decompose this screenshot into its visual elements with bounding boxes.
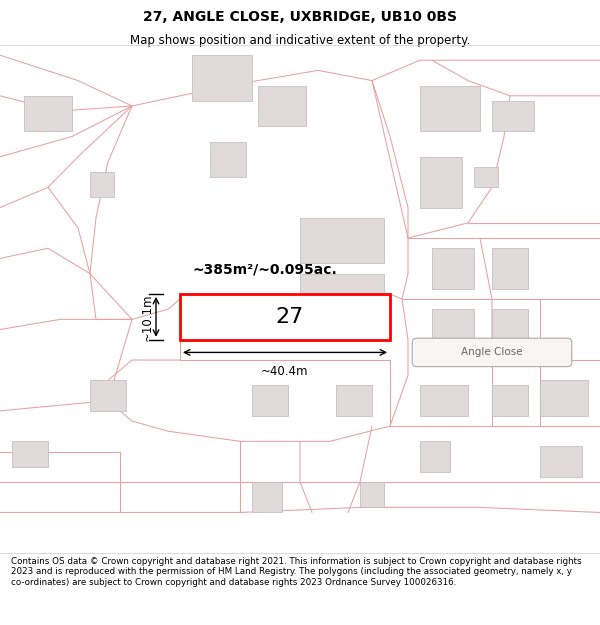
Bar bbox=[432, 248, 474, 289]
FancyBboxPatch shape bbox=[412, 338, 572, 367]
Text: Map shows position and indicative extent of the property.: Map shows position and indicative extent… bbox=[130, 34, 470, 47]
Bar bbox=[252, 482, 282, 512]
Text: Contains OS data © Crown copyright and database right 2021. This information is : Contains OS data © Crown copyright and d… bbox=[11, 557, 581, 586]
Bar bbox=[492, 309, 528, 350]
Bar bbox=[432, 309, 474, 350]
Bar bbox=[12, 441, 48, 467]
Bar bbox=[180, 294, 390, 340]
Bar bbox=[192, 55, 252, 101]
Bar bbox=[252, 386, 288, 416]
Text: 27, ANGLE CLOSE, UXBRIDGE, UB10 0BS: 27, ANGLE CLOSE, UXBRIDGE, UB10 0BS bbox=[143, 10, 457, 24]
Text: ~40.4m: ~40.4m bbox=[261, 365, 309, 378]
Bar bbox=[258, 86, 306, 126]
Text: Angle Close: Angle Close bbox=[461, 348, 523, 358]
Bar bbox=[90, 172, 114, 198]
Bar bbox=[420, 386, 468, 416]
Bar bbox=[300, 217, 384, 264]
Bar bbox=[360, 482, 384, 508]
Bar bbox=[492, 248, 528, 289]
Bar bbox=[492, 386, 528, 416]
Bar bbox=[90, 381, 126, 411]
Bar bbox=[210, 141, 246, 177]
Text: ~10.1m: ~10.1m bbox=[140, 293, 154, 341]
Bar bbox=[24, 96, 72, 131]
Bar bbox=[336, 386, 372, 416]
Bar bbox=[492, 101, 534, 131]
Text: 27: 27 bbox=[275, 307, 304, 327]
Bar bbox=[420, 157, 462, 208]
Bar bbox=[420, 86, 480, 131]
Bar bbox=[420, 441, 450, 472]
Text: ~385m²/~0.095ac.: ~385m²/~0.095ac. bbox=[192, 262, 337, 276]
Bar bbox=[300, 274, 384, 329]
Bar bbox=[540, 381, 588, 416]
Bar bbox=[474, 167, 498, 187]
Bar bbox=[540, 446, 582, 477]
